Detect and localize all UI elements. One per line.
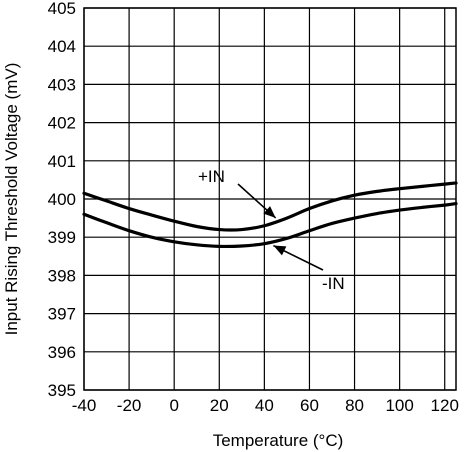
x-axis-title: Temperature (°C) (213, 431, 344, 450)
annotations: +IN -IN (198, 167, 345, 293)
y-tick-label: 397 (48, 305, 76, 324)
series-line-minus-in (82, 201, 458, 249)
x-tick-label: 80 (345, 396, 364, 415)
series-lines (82, 181, 458, 249)
annotation-minus-in: -IN (322, 274, 345, 293)
y-tick-label: 405 (48, 0, 76, 18)
x-tick-label: 20 (210, 396, 229, 415)
y-tick-label: 402 (48, 114, 76, 133)
y-tick-label: 400 (48, 190, 76, 209)
y-tick-label: 403 (48, 75, 76, 94)
annotation-minus-in-arrow-head (273, 245, 287, 256)
y-tick-label: 396 (48, 343, 76, 362)
x-tick-label: 120 (431, 396, 459, 415)
x-tick-label: 40 (255, 396, 274, 415)
x-tick-label: 100 (385, 396, 413, 415)
y-tick-label: 401 (48, 152, 76, 171)
x-tick-labels: -40 -20 0 20 40 60 80 100 120 (72, 396, 459, 415)
x-tick-label: 60 (300, 396, 319, 415)
y-axis-title: Input Rising Threshold Voltage (mV) (2, 63, 21, 336)
y-tick-label: 399 (48, 228, 76, 247)
y-tick-label: 395 (48, 381, 76, 400)
x-tick-label: -20 (117, 396, 142, 415)
x-tick-label: -40 (72, 396, 97, 415)
plot-frame (83, 7, 457, 391)
x-tick-label: 0 (169, 396, 178, 415)
series-line-plus-in (82, 181, 458, 232)
annotation-plus-in: +IN (198, 167, 225, 186)
grid-lines (83, 7, 456, 391)
annotation-plus-in-arrow-head (263, 206, 276, 218)
y-tick-label: 404 (48, 37, 76, 56)
y-tick-labels: 395 396 397 398 399 400 401 402 403 404 405 (48, 0, 76, 400)
y-tick-label: 398 (48, 266, 76, 285)
